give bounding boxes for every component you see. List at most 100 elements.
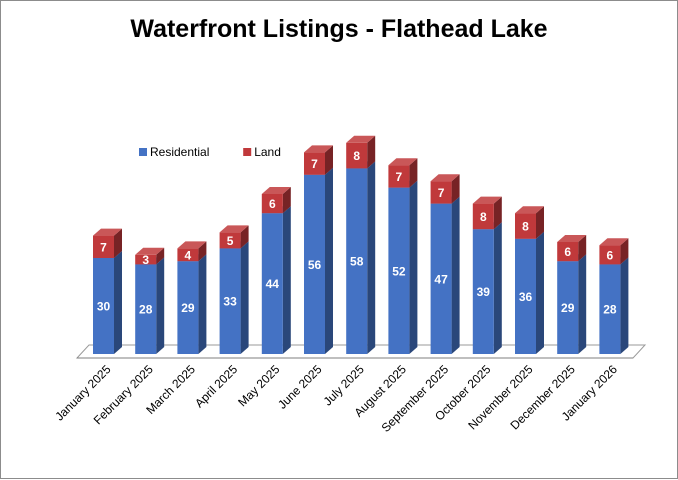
data-label-land: 7 — [100, 240, 107, 254]
data-label-residential: 56 — [308, 258, 322, 272]
bar-land-side — [620, 238, 629, 265]
data-label-land: 5 — [227, 234, 234, 248]
bar-land-top — [93, 228, 122, 236]
bar-land-side — [367, 135, 376, 169]
bar-land-side — [451, 174, 460, 204]
data-label-land: 8 — [522, 220, 529, 234]
legend-swatch-land — [243, 148, 252, 156]
bar-land-top — [346, 135, 376, 143]
bar-residential — [135, 264, 157, 354]
bar-land-top — [515, 206, 544, 214]
x-tick-label: June 2025 — [275, 362, 325, 412]
bar-residential-side — [409, 180, 418, 354]
bar-land-top — [557, 235, 587, 242]
bar-land-top — [135, 247, 165, 255]
data-label-residential: 28 — [603, 303, 617, 317]
bar-residential — [430, 203, 452, 354]
data-label-residential: 33 — [223, 295, 237, 309]
data-label-land: 3 — [142, 253, 149, 267]
bar-residential-side — [282, 206, 291, 354]
bar-land — [304, 152, 325, 175]
bar-land — [557, 242, 579, 262]
bar-residential — [346, 168, 368, 354]
data-label-land: 7 — [311, 157, 318, 171]
bar-land-side — [409, 158, 418, 188]
bar-residential — [304, 174, 325, 354]
bar-land-top — [219, 225, 249, 233]
data-label-residential: 30 — [97, 300, 111, 314]
bar-land — [388, 165, 410, 188]
bar-land — [93, 235, 114, 258]
bar-land-side — [578, 235, 587, 262]
data-label-residential: 44 — [266, 277, 280, 291]
bar-land-top — [472, 196, 502, 204]
data-label-residential: 28 — [139, 303, 153, 317]
data-label-residential: 29 — [181, 301, 195, 315]
bar-land-top — [430, 174, 460, 182]
bar-residential — [472, 229, 494, 354]
bar-residential-side — [536, 231, 544, 354]
data-label-land: 8 — [353, 149, 360, 163]
bar-land — [346, 142, 368, 169]
data-label-residential: 52 — [392, 264, 406, 278]
bar-land — [430, 181, 452, 204]
bar-residential-side — [493, 222, 502, 354]
bar-land-top — [388, 158, 418, 166]
data-label-residential: 36 — [519, 290, 533, 304]
bar-land-side — [493, 196, 502, 230]
data-label-land: 8 — [480, 210, 487, 224]
bar-land-side — [114, 228, 122, 258]
bar-land — [177, 248, 199, 262]
bar-land-side — [282, 187, 291, 214]
data-label-residential: 58 — [350, 255, 364, 269]
bar-land-top — [304, 145, 333, 153]
bar-land-top — [177, 241, 207, 249]
bar-residential — [388, 187, 410, 354]
data-label-land: 7 — [438, 186, 445, 200]
chart-title: Waterfront Listings - Flathead Lake — [130, 15, 548, 43]
bar-land-top — [261, 187, 291, 194]
bar-residential — [557, 261, 579, 354]
bar-residential-side — [325, 167, 333, 354]
bar-residential-side — [114, 251, 122, 354]
bar-land — [515, 213, 536, 239]
bar-land-side — [325, 145, 333, 175]
data-label-land: 6 — [607, 248, 614, 262]
bar-residential — [261, 213, 283, 354]
bar-residential — [515, 238, 536, 354]
bar-land — [261, 194, 283, 214]
bar-residential — [219, 248, 241, 354]
legend-label-residential: Residential — [150, 145, 209, 159]
legend-label-land: Land — [254, 145, 281, 159]
x-tick-label: April 2025 — [192, 362, 240, 410]
bar-residential-side — [620, 257, 629, 354]
data-label-residential: 29 — [561, 301, 575, 315]
bar-land — [135, 254, 157, 265]
bar-land — [599, 245, 621, 265]
data-label-residential: 47 — [434, 272, 448, 286]
bar-land-top — [599, 238, 629, 246]
legend-swatch-residential — [139, 148, 147, 156]
bar-residential-side — [451, 196, 460, 354]
bar-residential — [599, 264, 621, 354]
bar-residential-side — [367, 161, 376, 354]
bar-land — [219, 232, 241, 249]
data-label-residential: 39 — [477, 285, 491, 299]
bar-land-side — [536, 206, 544, 239]
bar-residential-side — [156, 257, 165, 354]
bar-residential-side — [240, 241, 249, 354]
data-label-land: 6 — [269, 197, 276, 211]
data-label-land: 4 — [185, 248, 192, 262]
bar-land-side — [240, 225, 249, 249]
bar-residential — [177, 261, 199, 354]
bar-land — [472, 203, 494, 230]
bar-land-side — [156, 247, 165, 265]
bar-residential-side — [198, 254, 207, 354]
bar-residential — [93, 258, 114, 354]
data-label-land: 6 — [564, 245, 571, 259]
bar-land-side — [198, 241, 207, 262]
bar-residential-side — [578, 254, 587, 354]
data-label-land: 7 — [396, 170, 403, 184]
